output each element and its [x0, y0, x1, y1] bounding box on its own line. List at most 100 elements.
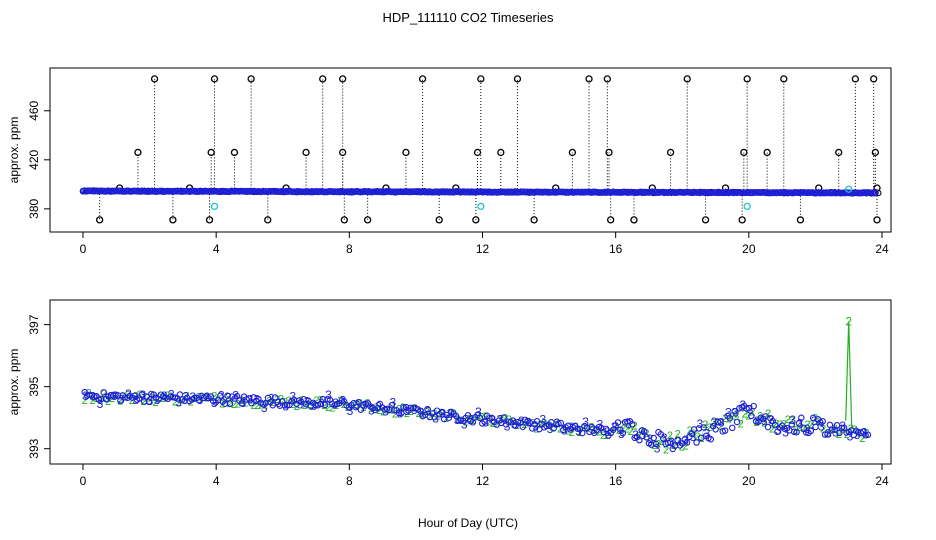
green-point-label: 2	[852, 424, 858, 436]
blue-point-label: 3	[118, 392, 125, 406]
green-point-label: 2	[604, 430, 610, 442]
blue-point	[117, 397, 124, 404]
spike-low-point	[738, 216, 746, 224]
blue-point	[398, 409, 405, 417]
blue-point	[98, 395, 105, 403]
blue-point-label: 3	[404, 404, 411, 418]
green-point-label: 2	[718, 420, 724, 432]
x-axis-title: Hour of Day (UTC)	[418, 516, 518, 530]
blue-point	[721, 427, 729, 434]
blue-point	[712, 426, 719, 433]
green-point-label: 2	[789, 415, 795, 427]
blue-point-label: 3	[339, 393, 346, 407]
spike-high-point	[780, 75, 788, 83]
green-point-label: 2	[769, 423, 775, 435]
green-point-label: 2	[667, 430, 673, 442]
x-tick-label: 0	[80, 242, 87, 256]
green-point-label: 2	[329, 402, 335, 414]
blue-point-label: 3	[425, 405, 432, 419]
blue-point-label: 3	[554, 416, 561, 430]
green-point-label: 2	[545, 420, 551, 432]
blue-point	[588, 423, 596, 431]
blue-point	[355, 398, 362, 406]
green-point-label: 2	[639, 425, 645, 437]
blue-point	[717, 418, 724, 425]
green-point-label: 2	[549, 422, 555, 434]
blue-point	[90, 393, 98, 400]
blue-point	[143, 393, 150, 400]
blue-point	[614, 419, 622, 426]
spike-mid-point	[207, 148, 215, 157]
blue-point-label: 3	[739, 398, 746, 412]
spike-low-point	[607, 216, 615, 224]
spike-mid-point	[568, 148, 577, 157]
green-point-label: 2	[628, 426, 634, 438]
green-point-label: 2	[694, 431, 700, 443]
blue-point-label: 3	[132, 393, 139, 407]
spike-mid-point	[666, 148, 675, 157]
spike-low-point	[472, 216, 480, 224]
green-point-label: 2	[726, 413, 732, 425]
blue-point	[417, 407, 424, 415]
blue-point-label: 3	[654, 441, 661, 455]
blue-point-label: 3	[247, 392, 254, 406]
blue-point	[795, 420, 803, 427]
blue-point-label: 3	[189, 390, 196, 404]
blue-point-label: 3	[761, 414, 768, 428]
spike-high-point	[683, 75, 691, 83]
blue-point	[671, 442, 679, 449]
blue-point	[176, 391, 184, 398]
blue-point	[693, 439, 700, 446]
green-point-label: 2	[706, 422, 712, 434]
spike-high-point	[150, 75, 159, 83]
blue-point-label: 3	[732, 405, 739, 419]
green-point-label: 2	[636, 430, 642, 442]
blue-point-label: 3	[797, 416, 804, 430]
blue-point-label: 3	[197, 393, 204, 407]
x-tick-label: 8	[346, 474, 353, 488]
spike-low-point	[701, 216, 710, 224]
blue-point-label: 3	[461, 417, 468, 431]
green-point-label: 2	[467, 413, 473, 425]
blue-point	[650, 434, 657, 442]
green-point-label: 2	[596, 427, 602, 439]
green-point-label: 2	[616, 425, 622, 437]
blue-point-label: 3	[511, 417, 518, 431]
spike-mid-point	[871, 148, 879, 157]
blue-point	[764, 423, 772, 431]
green-point-label: 2	[274, 394, 280, 406]
blue-point-label: 3	[789, 413, 796, 427]
blue-point-label: 3	[604, 425, 611, 439]
spike-low-point	[435, 216, 443, 224]
x-tick-label: 16	[609, 474, 623, 488]
blue-point-label: 3	[497, 413, 504, 427]
green-point-label: 2	[581, 422, 587, 434]
spike-mid-point	[605, 148, 613, 157]
green-point-label: 2	[620, 420, 626, 432]
blue-point-label: 3	[504, 420, 511, 434]
blue-point	[748, 412, 755, 420]
blue-point	[798, 414, 805, 421]
blue-point-label: 3	[147, 394, 154, 408]
green-point-label: 2	[663, 445, 669, 457]
green-point-label: 2	[722, 413, 728, 425]
green-point-label: 2	[215, 394, 221, 406]
blue-point	[833, 421, 841, 429]
blue-point	[629, 420, 636, 428]
blue-point-label: 3	[754, 414, 761, 428]
green-point-label: 2	[400, 402, 406, 414]
green-point-label: 2	[321, 400, 327, 412]
blue-point-label: 3	[697, 417, 704, 431]
blue-point	[476, 414, 484, 422]
spike-mid-point	[302, 148, 310, 157]
blue-point	[838, 424, 846, 432]
blue-point-label: 3	[311, 398, 318, 412]
blue-point-label: 3	[539, 413, 546, 427]
green-point-label: 2	[412, 403, 418, 415]
green-point-label: 2	[773, 418, 779, 430]
blue-point	[659, 435, 667, 442]
green-point-label: 2	[781, 418, 787, 430]
spike-low-point	[340, 216, 348, 224]
spike-low-point	[530, 216, 538, 224]
